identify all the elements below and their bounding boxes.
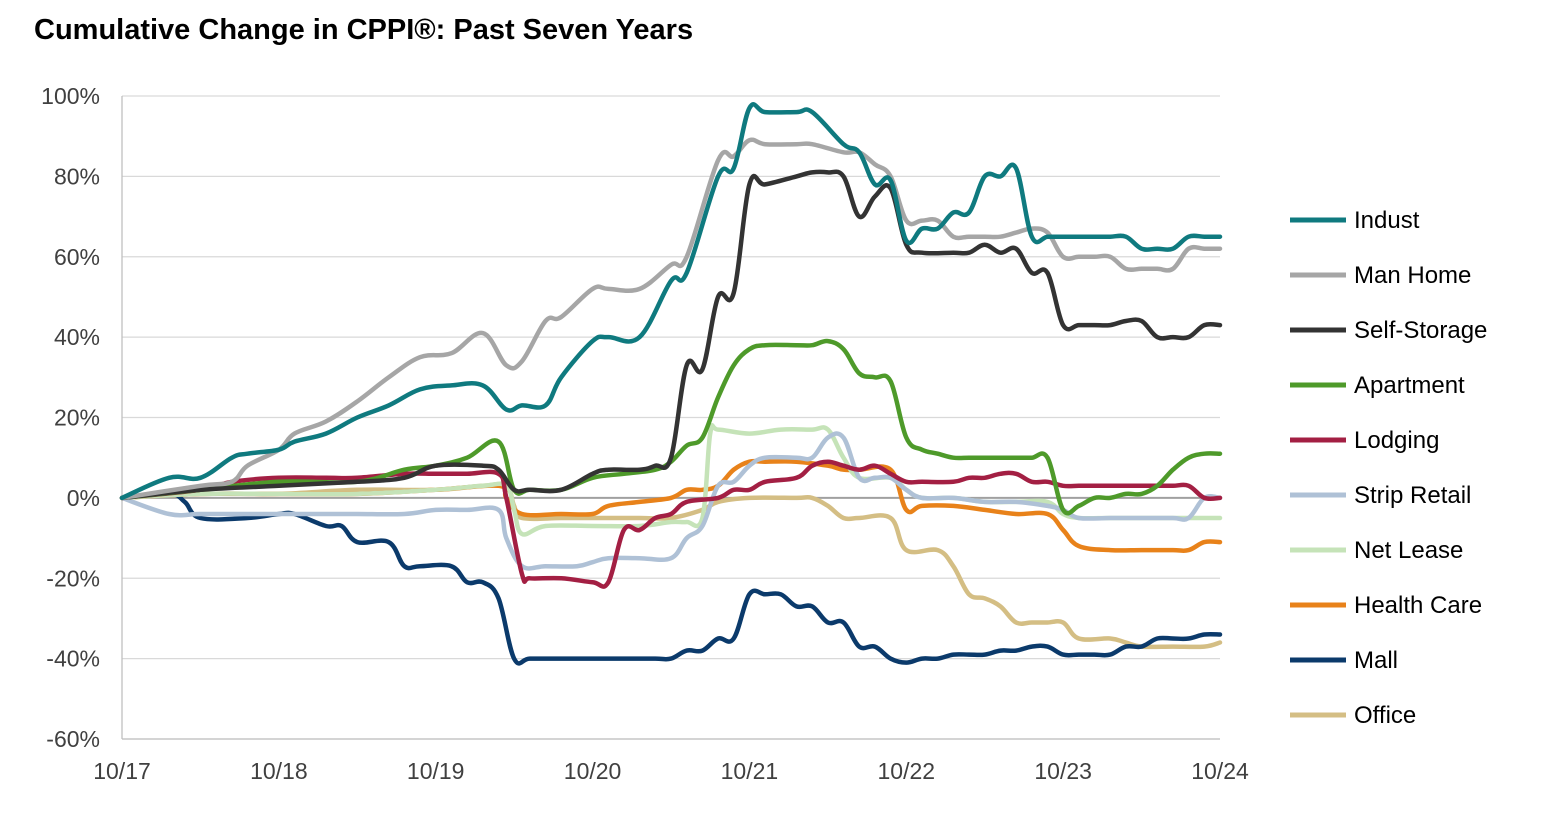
series-line-mall — [119, 491, 1223, 666]
series-line-man-home — [119, 137, 1223, 501]
series-line-apartment — [119, 338, 1223, 516]
chart-title: Cumulative Change in CPPI®: Past Seven Y… — [34, 14, 694, 46]
legend-label-health-care: Health Care — [1354, 592, 1482, 619]
y-tick-label: 0% — [67, 485, 100, 511]
y-tick-label: 100% — [41, 83, 100, 109]
y-tick-label: -60% — [46, 726, 100, 752]
x-tick-label: 10/22 — [878, 758, 936, 784]
series-lines — [119, 102, 1223, 666]
legend-label-man-home: Man Home — [1354, 262, 1471, 289]
y-tick-label: 40% — [54, 324, 100, 350]
grid-lines — [122, 95, 1220, 740]
series-line-lodging — [119, 459, 1223, 589]
x-tick-label: 10/24 — [1191, 758, 1249, 784]
x-tick-label: 10/21 — [721, 758, 779, 784]
legend-label-self-storage: Self-Storage — [1354, 317, 1487, 344]
x-tick-label: 10/19 — [407, 758, 465, 784]
x-tick-label: 10/20 — [564, 758, 622, 784]
x-tick-label: 10/18 — [250, 758, 308, 784]
legend-label-net-lease: Net Lease — [1354, 537, 1463, 564]
legend: Indust Man Home Self-Storage Apartment Lodgi… — [1290, 207, 1487, 729]
legend-label-strip-retail: Strip Retail — [1354, 482, 1471, 509]
legend-label-office: Office — [1354, 702, 1416, 729]
legend-label-indust: Indust — [1354, 207, 1420, 234]
y-tick-label: 60% — [54, 244, 100, 270]
axes: 100% 80% 60% 40% 20% 0% -20% -40% -60% 10/17 10/18… — [41, 83, 1249, 784]
series-line-strip-retail — [119, 431, 1223, 571]
y-tick-label: -40% — [46, 646, 100, 672]
legend-label-apartment: Apartment — [1354, 372, 1465, 399]
legend-label-mall: Mall — [1354, 647, 1398, 674]
y-tick-label: -20% — [46, 565, 100, 591]
series-line-indust — [119, 102, 1223, 501]
x-tick-label: 10/23 — [1034, 758, 1092, 784]
y-tick-label: 80% — [54, 163, 100, 189]
y-tick-label: 20% — [54, 405, 100, 431]
series-line-self-storage — [119, 169, 1223, 501]
x-tick-label: 10/17 — [93, 758, 151, 784]
legend-label-lodging: Lodging — [1354, 427, 1439, 454]
